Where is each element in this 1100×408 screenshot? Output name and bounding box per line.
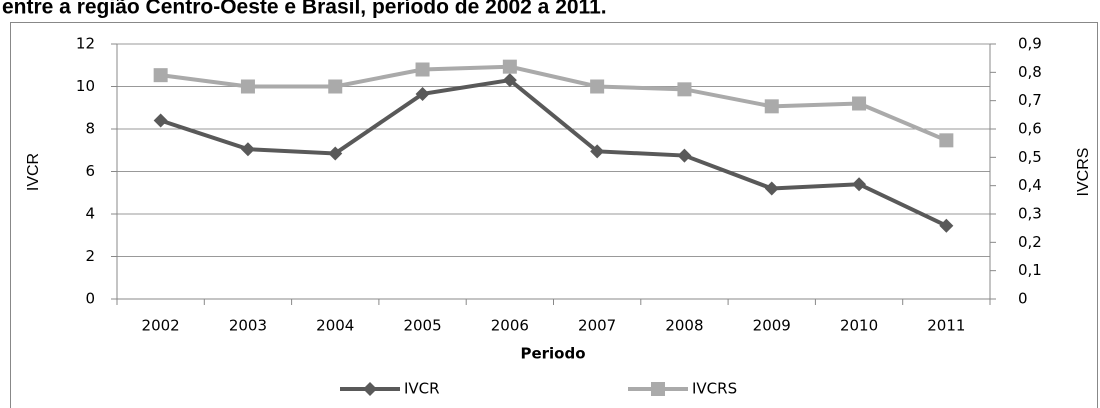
data-point: [415, 62, 430, 77]
data-point: [153, 113, 168, 128]
x-tick-label: 2010: [840, 317, 878, 335]
x-axis-label: Periodo: [520, 345, 585, 363]
y2-tick-label: 0: [1018, 290, 1028, 308]
data-point: [328, 146, 343, 161]
x-tick-label: 2008: [665, 317, 703, 335]
data-point: [240, 79, 255, 94]
data-point: [502, 73, 517, 88]
legend-label: IVCRS: [692, 380, 737, 398]
x-tick-label: 2009: [753, 317, 791, 335]
y2-tick-label: 0,3: [1018, 205, 1042, 223]
y2-tick-label: 0,4: [1018, 176, 1042, 194]
series-line: [160, 64, 948, 143]
legend-marker: [651, 382, 665, 396]
data-point: [153, 68, 168, 83]
data-point: [939, 218, 954, 233]
y2-tick-label: 0,9: [1018, 35, 1042, 53]
data-point: [939, 133, 954, 148]
data-point: [590, 144, 605, 159]
x-tick-label: 2011: [927, 317, 965, 335]
y-tick-label: 6: [85, 162, 95, 180]
y-axis-label: IVCR: [25, 153, 42, 191]
legend-marker: [363, 382, 377, 396]
x-tick-label: 2003: [229, 317, 267, 335]
y2-axis-label: IVCRS: [1075, 148, 1092, 197]
data-point: [677, 82, 692, 97]
data-point: [852, 177, 867, 192]
y2-tick-label: 0,1: [1018, 261, 1042, 279]
y-tick-label: 4: [85, 205, 95, 223]
legend-label: IVCR: [404, 380, 440, 398]
y2-tick-label: 0,8: [1018, 63, 1042, 81]
data-point: [590, 79, 605, 94]
y-tick-label: 8: [85, 120, 95, 138]
y-tick-label: 0: [85, 290, 95, 308]
y-tick-label: 12: [76, 35, 95, 53]
data-point: [240, 142, 255, 157]
y2-tick-label: 0,5: [1018, 148, 1042, 166]
data-point: [415, 86, 430, 101]
data-point: [328, 79, 343, 94]
y2-tick-label: 0,7: [1018, 91, 1042, 109]
x-tick-label: 2004: [316, 317, 354, 335]
data-point: [852, 96, 867, 111]
data-point: [677, 148, 692, 163]
data-point: [502, 59, 517, 74]
x-tick-label: 2002: [142, 317, 180, 335]
y2-tick-label: 0,6: [1018, 120, 1042, 138]
y2-tick-label: 0,2: [1018, 233, 1042, 251]
x-tick-label: 2005: [403, 317, 441, 335]
x-tick-label: 2006: [491, 317, 529, 335]
y-tick-label: 2: [85, 247, 95, 265]
x-tick-label: 2007: [578, 317, 616, 335]
chart-title: entre a região Centro-Oeste e Brasil, pe…: [2, 0, 607, 19]
data-point: [764, 99, 779, 114]
y-tick-label: 10: [76, 77, 95, 95]
data-point: [764, 181, 779, 196]
series-line: [160, 78, 948, 228]
